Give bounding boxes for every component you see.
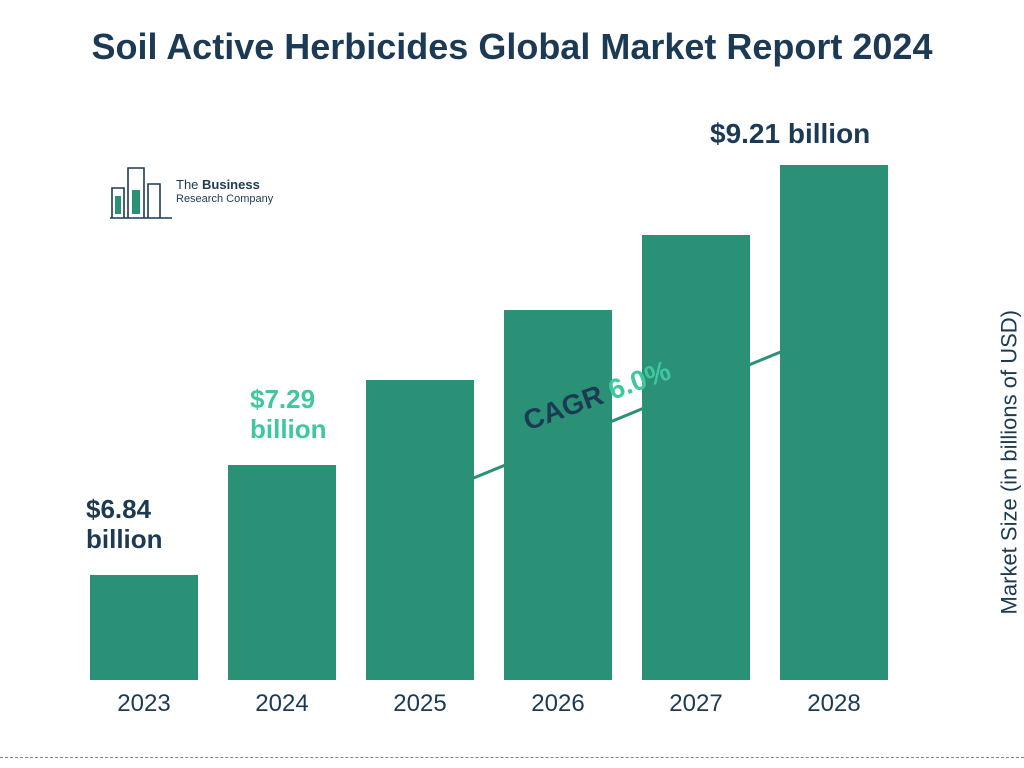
y-axis-label: Market Size (in billions of USD) bbox=[996, 310, 1022, 614]
callout-2023-value: $6.84 bbox=[86, 495, 163, 525]
bar-2026 bbox=[504, 310, 612, 680]
chart-title: Soil Active Herbicides Global Market Rep… bbox=[0, 24, 1024, 69]
callout-2024: $7.29 billion bbox=[250, 385, 327, 445]
x-label-2023: 2023 bbox=[90, 690, 198, 718]
x-label-2025: 2025 bbox=[366, 690, 474, 718]
footer-divider bbox=[0, 757, 1024, 758]
x-label-2024: 2024 bbox=[228, 690, 336, 718]
x-label-2026: 2026 bbox=[504, 690, 612, 718]
bar-2027 bbox=[642, 235, 750, 680]
bar-2025 bbox=[366, 380, 474, 680]
bar-2024 bbox=[228, 465, 336, 680]
callout-2028: $9.21 billion bbox=[710, 118, 870, 150]
callout-2023: $6.84 billion bbox=[86, 495, 163, 555]
bar-2023 bbox=[90, 575, 198, 680]
callout-2024-unit: billion bbox=[250, 415, 327, 445]
callout-2024-value: $7.29 bbox=[250, 385, 327, 415]
x-label-2028: 2028 bbox=[780, 690, 888, 718]
bar-chart: $6.84 billion $7.29 billion $9.21 billio… bbox=[90, 150, 910, 680]
callout-2023-unit: billion bbox=[86, 525, 163, 555]
bar-2028 bbox=[780, 165, 888, 680]
x-label-2027: 2027 bbox=[642, 690, 750, 718]
plot-region bbox=[90, 150, 910, 680]
